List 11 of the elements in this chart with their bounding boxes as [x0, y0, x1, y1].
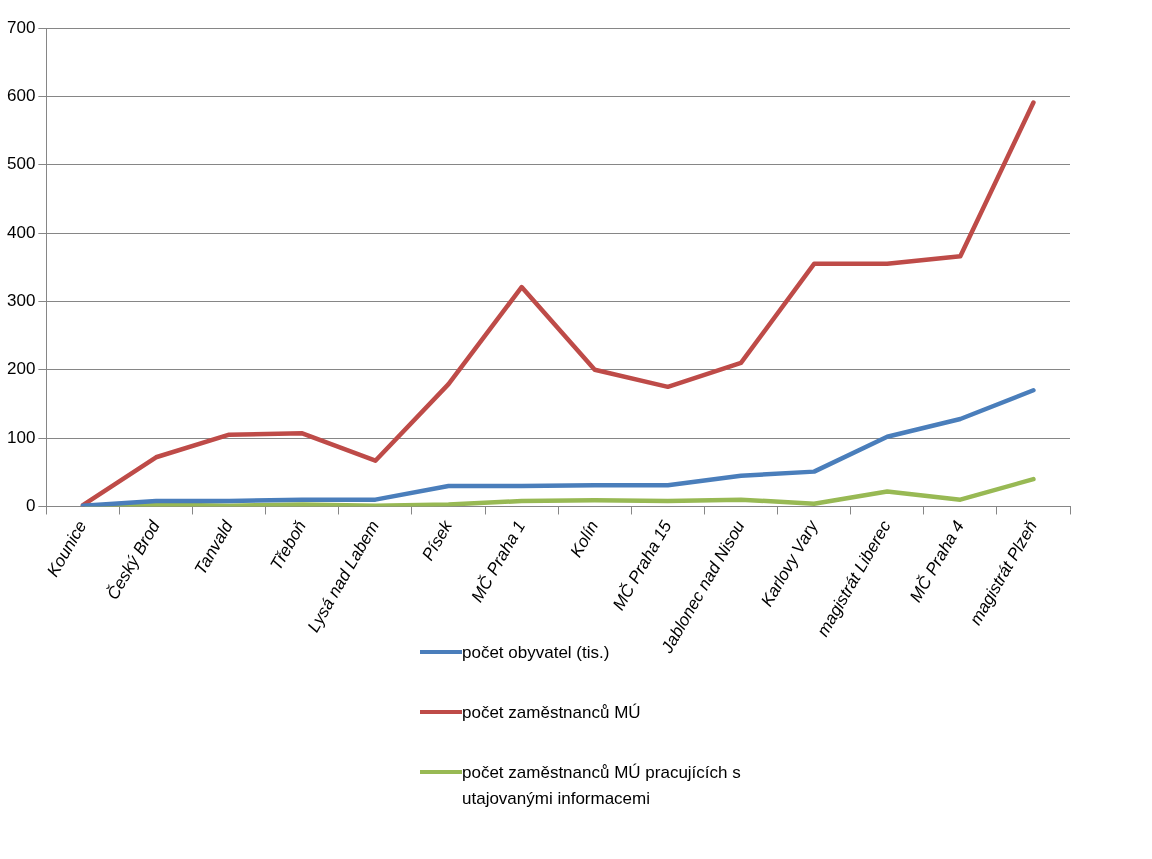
y-tick-label: 500 [6, 154, 36, 174]
y-tick-label: 600 [6, 86, 36, 106]
legend-label: počet zaměstnanců MÚ pracujících s utajovanými informacemi [462, 762, 742, 810]
y-tick-label: 700 [6, 17, 36, 37]
y-tick-label: 200 [6, 359, 36, 379]
y-tick-label: 100 [6, 427, 36, 447]
y-tick-label: 300 [6, 291, 36, 311]
y-tick-label: 400 [6, 222, 36, 242]
y-tick-label: 0 [25, 496, 36, 516]
legend-label: počet zaměstnanců MÚ [462, 702, 641, 724]
legend-label: počet obyvatel (tis.) [462, 642, 610, 664]
